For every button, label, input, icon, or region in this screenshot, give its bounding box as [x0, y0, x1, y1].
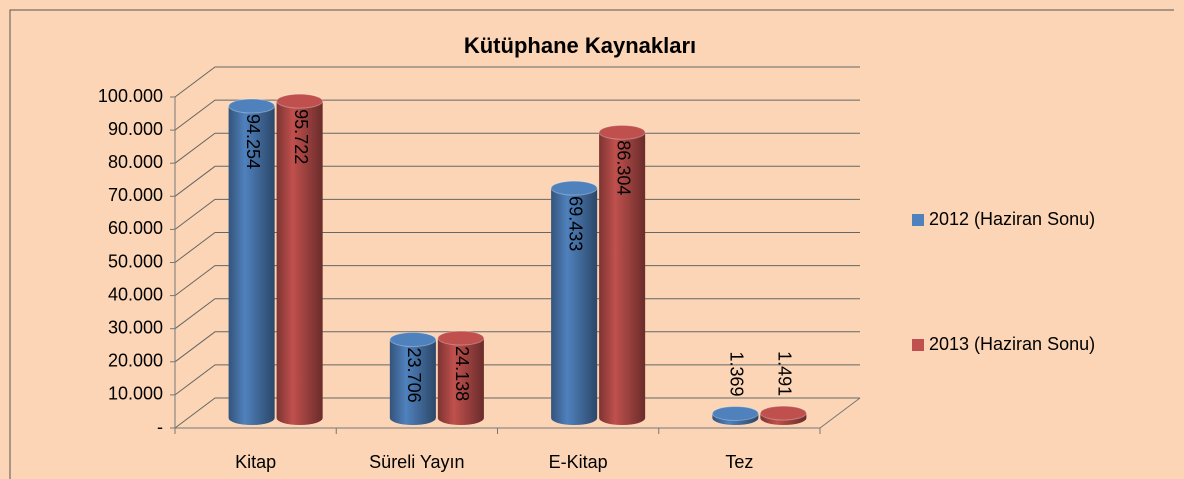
x-tick-label: Tez [725, 452, 753, 472]
legend-swatch [912, 214, 924, 226]
data-label: 23.706 [404, 348, 424, 403]
cylinder-top [228, 98, 276, 114]
x-tick-label: Süreli Yayın [369, 452, 464, 472]
legend-label: 2012 (Haziran Sonu) [929, 209, 1095, 229]
bar [228, 98, 276, 425]
y-tick-label: 70.000 [108, 185, 163, 205]
cylinder-shade [228, 106, 275, 425]
bar [437, 330, 485, 425]
bar [550, 180, 598, 425]
cylinder-shade [599, 132, 646, 426]
cylinder-shade [437, 338, 484, 425]
legend-swatch [912, 339, 924, 351]
cylinder-top [759, 405, 807, 421]
y-tick-label: - [157, 417, 163, 437]
y-tick-label: 20.000 [108, 351, 163, 371]
data-label: 1.491 [775, 351, 795, 396]
cylinder-shade [276, 101, 323, 425]
bar [276, 93, 324, 425]
y-tick-label: 80.000 [108, 152, 163, 172]
y-tick-label: 90.000 [108, 119, 163, 139]
data-label: 69.433 [565, 196, 585, 251]
bar [759, 405, 807, 425]
bar [711, 405, 759, 425]
cylinder-top [711, 405, 759, 421]
legend-label: 2013 (Haziran Sonu) [929, 334, 1095, 354]
y-tick-label: 30.000 [108, 317, 163, 337]
cylinder-shade [389, 339, 436, 425]
data-label: 1.369 [727, 351, 747, 396]
data-label: 95.722 [291, 109, 311, 164]
data-label: 86.304 [613, 140, 633, 195]
data-label: 24.138 [452, 346, 472, 401]
y-tick-label: 100.000 [98, 86, 163, 106]
y-tick-label: 50.000 [108, 251, 163, 271]
data-label: 94.254 [243, 114, 263, 169]
cylinder-top [598, 124, 646, 140]
cylinder-top [276, 93, 324, 109]
cylinder-top [550, 180, 598, 196]
y-tick-label: 40.000 [108, 284, 163, 304]
cylinder-top [437, 330, 485, 346]
grid-line [174, 66, 860, 98]
bar [598, 124, 646, 426]
border [9, 9, 1174, 479]
grid-line [174, 99, 860, 131]
y-tick-label: 10.000 [108, 384, 163, 404]
cylinder-shade [551, 188, 598, 425]
x-tick-label: Kitap [235, 452, 276, 472]
bar [389, 332, 437, 425]
x-tick-label: E-Kitap [549, 452, 608, 472]
y-tick-label: 60.000 [108, 218, 163, 238]
cylinder-top [389, 332, 437, 348]
chart-title: Kütüphane Kaynakları [464, 33, 696, 58]
